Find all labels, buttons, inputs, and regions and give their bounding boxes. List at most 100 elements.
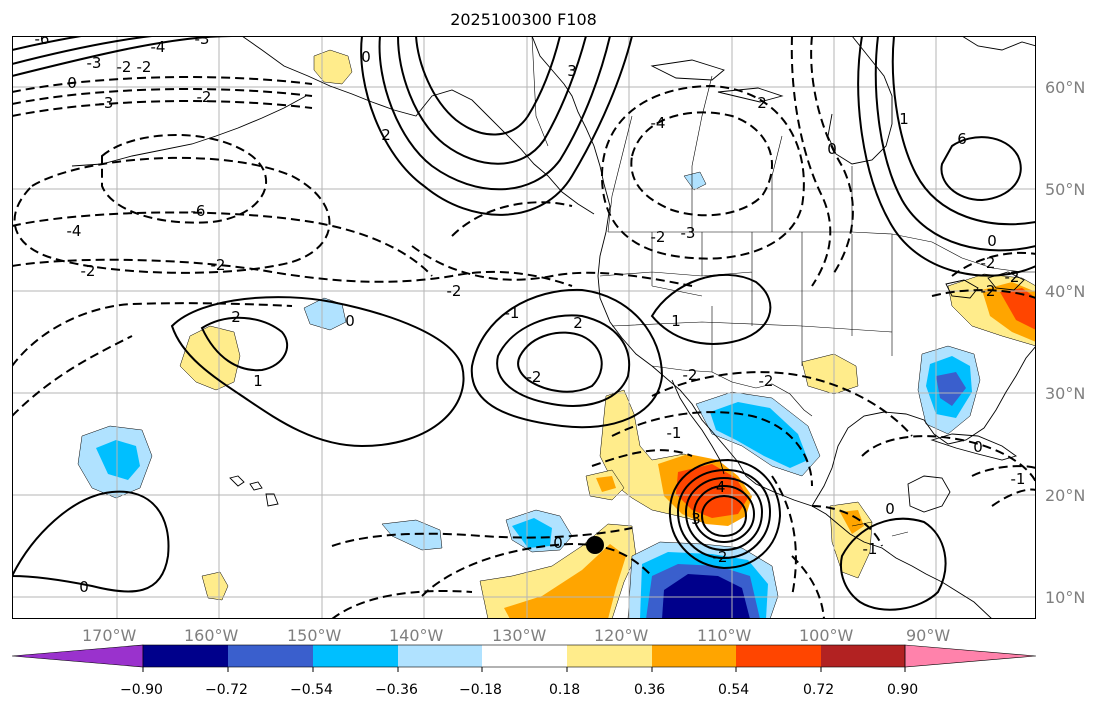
colorbar xyxy=(11,644,1037,672)
contour-alaska-ridge xyxy=(415,36,561,136)
colorbar-extend-max xyxy=(904,644,1037,668)
contour-tropics xyxy=(331,590,473,619)
contour-cyclone-ring xyxy=(692,484,756,544)
negative-anomaly-area xyxy=(381,519,443,551)
contour-label: -2 xyxy=(211,256,226,274)
contour-label: -1 xyxy=(505,304,520,322)
colorbar-tick-label: 0.36 xyxy=(634,682,666,698)
shading-layer xyxy=(77,49,1036,619)
contour-atlantic-low xyxy=(931,289,1036,299)
contour-label: 0 xyxy=(827,140,837,158)
positive-anomaly-area-strong xyxy=(504,544,626,619)
cuba xyxy=(930,433,1018,461)
contour-label: 2 xyxy=(573,314,583,332)
contour-southwest-low-pacific xyxy=(12,490,170,593)
contour-east-pacific xyxy=(771,475,797,597)
contour-subtropical-high xyxy=(170,296,465,448)
contour-north-pacific xyxy=(12,36,88,51)
contour-canada-low xyxy=(630,111,773,217)
contour-label: -6 xyxy=(35,36,50,48)
contour-inner-trough xyxy=(451,201,573,237)
contour-label: -4 xyxy=(651,114,666,132)
latitude-label: 40°N xyxy=(1045,282,1086,301)
colorbar-tick-label: −0.18 xyxy=(459,682,502,698)
colorbar-segment xyxy=(736,645,821,667)
contour-eastern-high xyxy=(940,136,1022,202)
colorbar-segment xyxy=(652,645,736,667)
latitude-label: 30°N xyxy=(1045,384,1086,403)
colorbar-segment xyxy=(567,645,652,667)
colorbar-segment xyxy=(821,645,905,667)
colorbar-segment xyxy=(482,645,567,667)
contour-bering-low xyxy=(12,88,313,105)
colorbar-segment xyxy=(398,645,482,667)
positive-anomaly-area-core xyxy=(1000,288,1036,330)
contour-label: -2 xyxy=(981,254,996,272)
canada-province-borders xyxy=(607,75,853,233)
contour-trough xyxy=(12,335,133,417)
contour-labels: -6 -4 -3 -2 -2 0 -3 -3 -2 3 -4 -6 -4 -2 … xyxy=(35,36,1026,596)
contour-lines-dashed xyxy=(12,36,1036,619)
latitude-label: 60°N xyxy=(1045,78,1086,97)
contour-label: 0 xyxy=(885,500,895,518)
contour-bering-low xyxy=(12,76,313,93)
map-panel: -6 -4 -3 -2 -2 0 -3 -3 -2 3 -4 -6 -4 -2 … xyxy=(12,36,1036,619)
contour-label: -2 xyxy=(81,262,96,280)
contour-subtropical-high xyxy=(200,316,289,372)
negative-anomaly-area xyxy=(303,297,347,331)
positive-anomaly-area-strong xyxy=(840,510,864,534)
longitude-label: 170°W xyxy=(82,626,137,645)
contour-great-basin xyxy=(650,273,772,345)
positive-anomaly-area xyxy=(201,571,229,601)
contour-alaska-ridge xyxy=(378,36,611,191)
contour-offshore-high xyxy=(517,331,603,393)
contour-bering-low xyxy=(12,100,313,117)
longitude-label: 120°W xyxy=(594,626,649,645)
gulf-coastline xyxy=(811,345,1036,507)
arctic-islands xyxy=(650,36,1036,103)
longitude-label: 100°W xyxy=(799,626,854,645)
contour-alaska-ridge xyxy=(397,36,587,165)
contour-label: 1 xyxy=(253,372,263,390)
contour-offshore-high xyxy=(470,288,664,429)
contour-label: -3 xyxy=(195,36,210,48)
contour-label: -3 xyxy=(99,94,114,112)
yucatan xyxy=(907,475,951,513)
contour-mexico xyxy=(591,449,693,467)
contour-label: -4 xyxy=(67,222,82,240)
latitude-label: 20°N xyxy=(1045,486,1086,505)
contour-label: -2 xyxy=(981,282,996,300)
negative-anomaly-area-strong xyxy=(96,440,140,480)
positive-anomaly-area xyxy=(179,325,241,391)
contour-label: -4 xyxy=(711,478,726,496)
longitude-label: 140°W xyxy=(389,626,444,645)
colorbar-tick-label: −0.36 xyxy=(375,682,418,698)
coastlines xyxy=(71,36,1036,619)
contour-label: 3 xyxy=(691,510,701,528)
colorbar-tick-label: 0.72 xyxy=(803,682,835,698)
contour-cyclone-ring xyxy=(668,458,782,570)
negative-anomaly-area-strong xyxy=(512,518,552,548)
colorbar-tick-label: 0.54 xyxy=(718,682,750,698)
contour-east-pacific xyxy=(791,555,825,619)
contour-label: -1 xyxy=(863,540,878,558)
longitude-label: 150°W xyxy=(287,626,342,645)
contour-tropics xyxy=(421,542,653,597)
contour-mexico xyxy=(651,371,913,437)
contour-label: -6 xyxy=(191,202,206,220)
colorbar-segment xyxy=(143,645,228,667)
colorbar-tick-label: −0.90 xyxy=(120,682,163,698)
contour-label: -2 xyxy=(1005,268,1020,286)
central-america-borders xyxy=(851,521,909,537)
negative-anomaly-area-strong xyxy=(710,402,808,468)
north-america-coastline xyxy=(531,36,993,619)
contour-offshore-high xyxy=(496,314,631,407)
contour-label: -2 xyxy=(447,282,462,300)
contour-label: -4 xyxy=(151,38,166,56)
longitude-label: 130°W xyxy=(492,626,547,645)
contour-eastern-ridge xyxy=(891,36,1036,226)
contour-lines-solid xyxy=(12,36,1036,611)
contour-label: 0 xyxy=(79,578,89,596)
contour-gulf-of-mexico xyxy=(861,435,1036,483)
contour-label: 1 xyxy=(671,312,681,330)
